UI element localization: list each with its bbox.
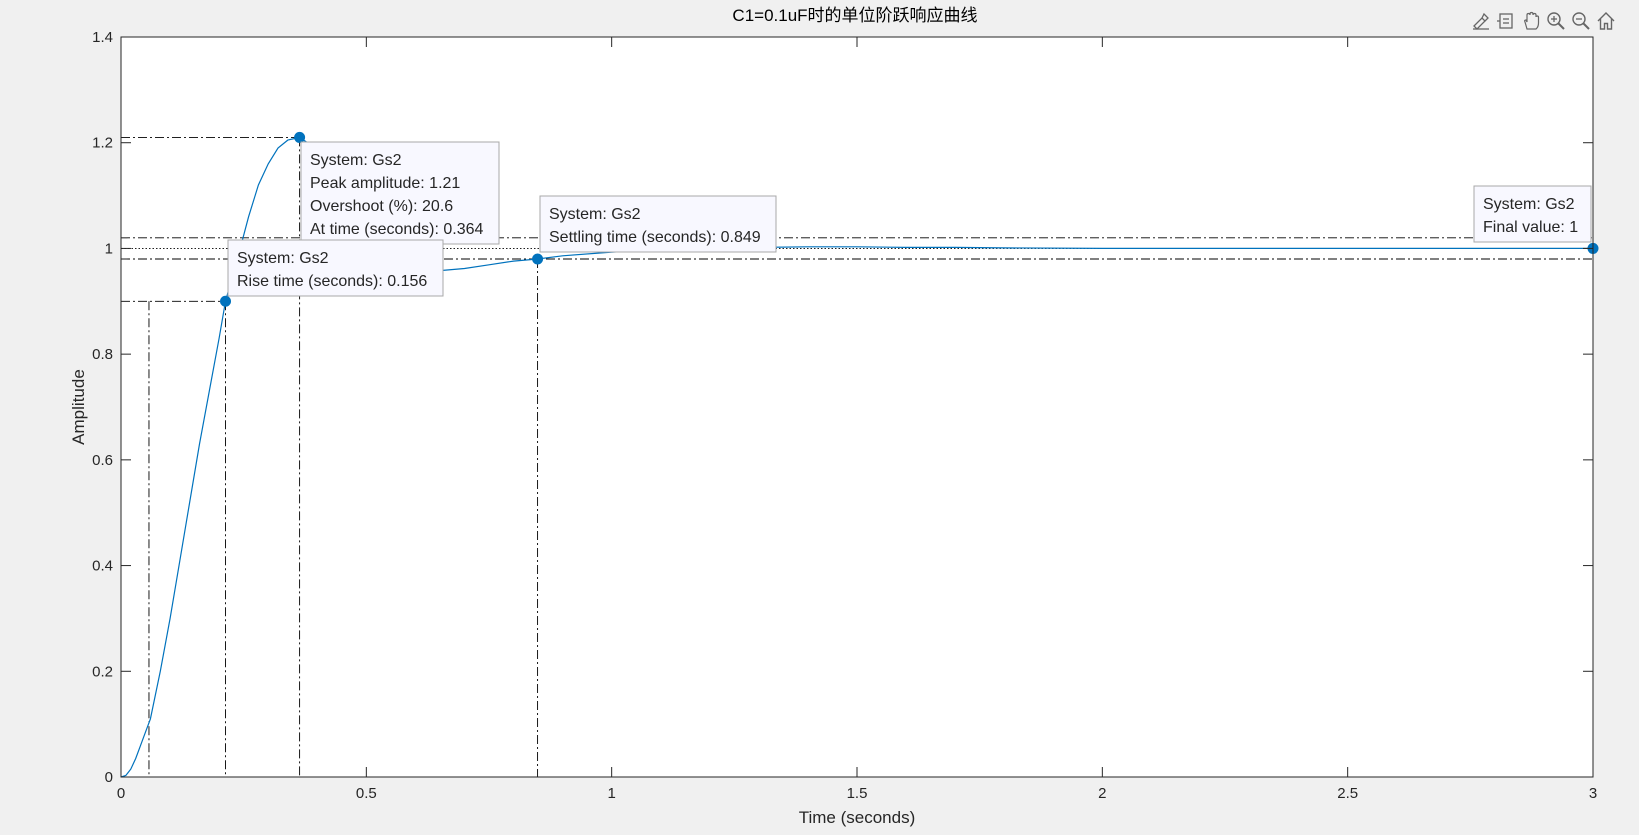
datatip: System: Gs2 Rise time (seconds): 0.156 [227,239,444,297]
datatip-text: Final value: 1 [1483,219,1578,236]
x-tick-label: 1 [607,785,615,802]
datatip-box [227,239,444,297]
y-tick-label: 0.2 [92,663,113,680]
datatip-text: System: Gs2 [237,250,329,267]
pan-icon[interactable] [1520,10,1542,32]
datatip-layer: System: Gs2 Peak amplitude: 1.21 Overshoot… [227,141,1592,297]
datatip: System: Gs2 Final value: 1 [1473,185,1592,243]
y-tick-label: 1 [105,240,113,257]
x-tick-label: 2.5 [1337,785,1358,802]
y-tick-label: 0.8 [92,346,113,363]
zoom-in-icon[interactable] [1545,10,1567,32]
datatip-box [1473,185,1592,243]
zoom-out-icon[interactable] [1570,10,1592,32]
datatip-text: At time (seconds): 0.364 [310,221,484,238]
y-axis-label: Amplitude [69,369,88,445]
datatip-marker [220,295,232,307]
brush-icon[interactable] [1470,10,1492,32]
datatip-text: System: Gs2 [1483,196,1575,213]
datatip: System: Gs2 Peak amplitude: 1.21 Overshoot… [300,141,500,245]
x-tick-label: 1.5 [847,785,868,802]
datatip-text: Peak amplitude: 1.21 [310,175,460,192]
datatip-icon[interactable] [1495,10,1517,32]
datatip-marker [294,131,306,143]
datatip-text: System: Gs2 [310,152,402,169]
datatip: System: Gs2 Settling time (seconds): 0.84… [539,195,777,253]
datatip-text: Rise time (seconds): 0.156 [237,273,427,290]
y-tick-label: 1.2 [92,135,113,152]
datatip-text: System: Gs2 [549,206,641,223]
chart-title: C1=0.1uF时的单位阶跃响应曲线 [732,6,977,25]
axes-toolbar [1470,10,1617,32]
home-icon[interactable] [1595,10,1617,32]
y-tick-label: 0.6 [92,452,113,469]
tick-layer: 0 0.5 1 1.5 2 2.5 3 0 0.2 0.4 0.6 0.8 1 1.2 1.4 [92,29,1597,802]
datatip-text: Settling time (seconds): 0.849 [549,229,761,246]
x-axis-label: Time (seconds) [799,808,916,827]
datatip-text: Overshoot (%): 20.6 [310,198,453,215]
y-tick-label: 0.4 [92,558,113,575]
x-tick-label: 0 [117,785,125,802]
x-tick-label: 0.5 [356,785,377,802]
datatip-box [300,141,500,245]
x-tick-label: 2 [1098,785,1106,802]
y-tick-label: 0 [105,769,113,786]
x-tick-label: 3 [1589,785,1597,802]
y-tick-label: 1.4 [92,29,113,46]
datatip-marker [532,253,544,265]
datatip-box [539,195,777,253]
